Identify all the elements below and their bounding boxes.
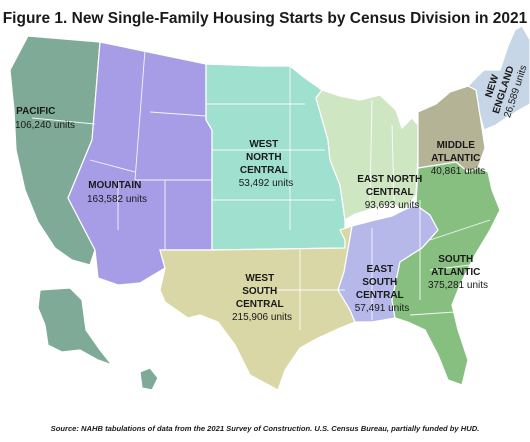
label-mountain-name: MOUNTAIN [88, 180, 141, 191]
label-wsc-name-1: WEST [245, 273, 274, 284]
region-west-south-central [159, 225, 356, 391]
label-mountain: MOUNTAIN 163,582 units [87, 175, 147, 205]
label-middle-atlantic: MIDDLE ATLANTIC 40,861 units [431, 135, 486, 177]
label-west-north-central: WEST NORTH CENTRAL 53,492 units [239, 134, 294, 189]
label-wnc-name-2: NORTH [246, 152, 282, 163]
state-boundaries [31, 49, 491, 330]
label-esc-name-1: EAST [366, 264, 393, 275]
label-enc-name-2: CENTRAL [366, 187, 414, 198]
label-wsc-name-2: SOUTH [242, 286, 277, 297]
region-middle-atlantic [417, 85, 486, 173]
region-new-england [466, 25, 530, 131]
label-wnc-name-3: CENTRAL [240, 165, 288, 176]
label-esc-name-2: SOUTH [362, 277, 397, 288]
label-enc-name-1: EAST NORTH [357, 174, 422, 185]
label-mountain-value: 163,582 units [87, 194, 147, 205]
figure-title: Figure 1. New Single-Family Housing Star… [2, 10, 528, 27]
label-sa-name-1: SOUTH [438, 254, 473, 265]
label-pacific-value: 106,240 units [15, 120, 75, 131]
label-ma-name-2: ATLANTIC [431, 153, 480, 164]
label-enc-value: 93,693 units [365, 200, 420, 211]
label-wnc-name-1: WEST [249, 139, 278, 150]
region-hawaii [139, 367, 159, 391]
label-wsc-value: 215,906 units [232, 312, 292, 323]
label-esc-value: 57,491 units [355, 303, 410, 314]
region-south-atlantic [391, 161, 501, 386]
label-esc-name-3: CENTRAL [356, 290, 404, 301]
region-alaska [37, 287, 114, 367]
label-east-north-central: EAST NORTH CENTRAL 93,693 units [357, 169, 426, 211]
label-south-atlantic: SOUTH ATLANTIC 375,281 units [428, 249, 488, 291]
label-sa-value: 375,281 units [428, 280, 488, 291]
label-west-south-central: WEST SOUTH CENTRAL 215,906 units [232, 268, 292, 323]
label-east-south-central: EAST SOUTH CENTRAL 57,491 units [355, 259, 410, 314]
label-pacific: PACIFIC 106,240 units [15, 101, 75, 131]
label-sa-name-2: ATLANTIC [431, 267, 480, 278]
label-pacific-name: PACIFIC [16, 106, 55, 117]
label-wnc-value: 53,492 units [239, 178, 294, 189]
source-note: Source: NAHB tabulations of data from th… [50, 424, 480, 433]
label-ma-value: 40,861 units [431, 166, 486, 177]
label-wsc-name-3: CENTRAL [236, 299, 284, 310]
label-ma-name-1: MIDDLE [437, 140, 476, 151]
